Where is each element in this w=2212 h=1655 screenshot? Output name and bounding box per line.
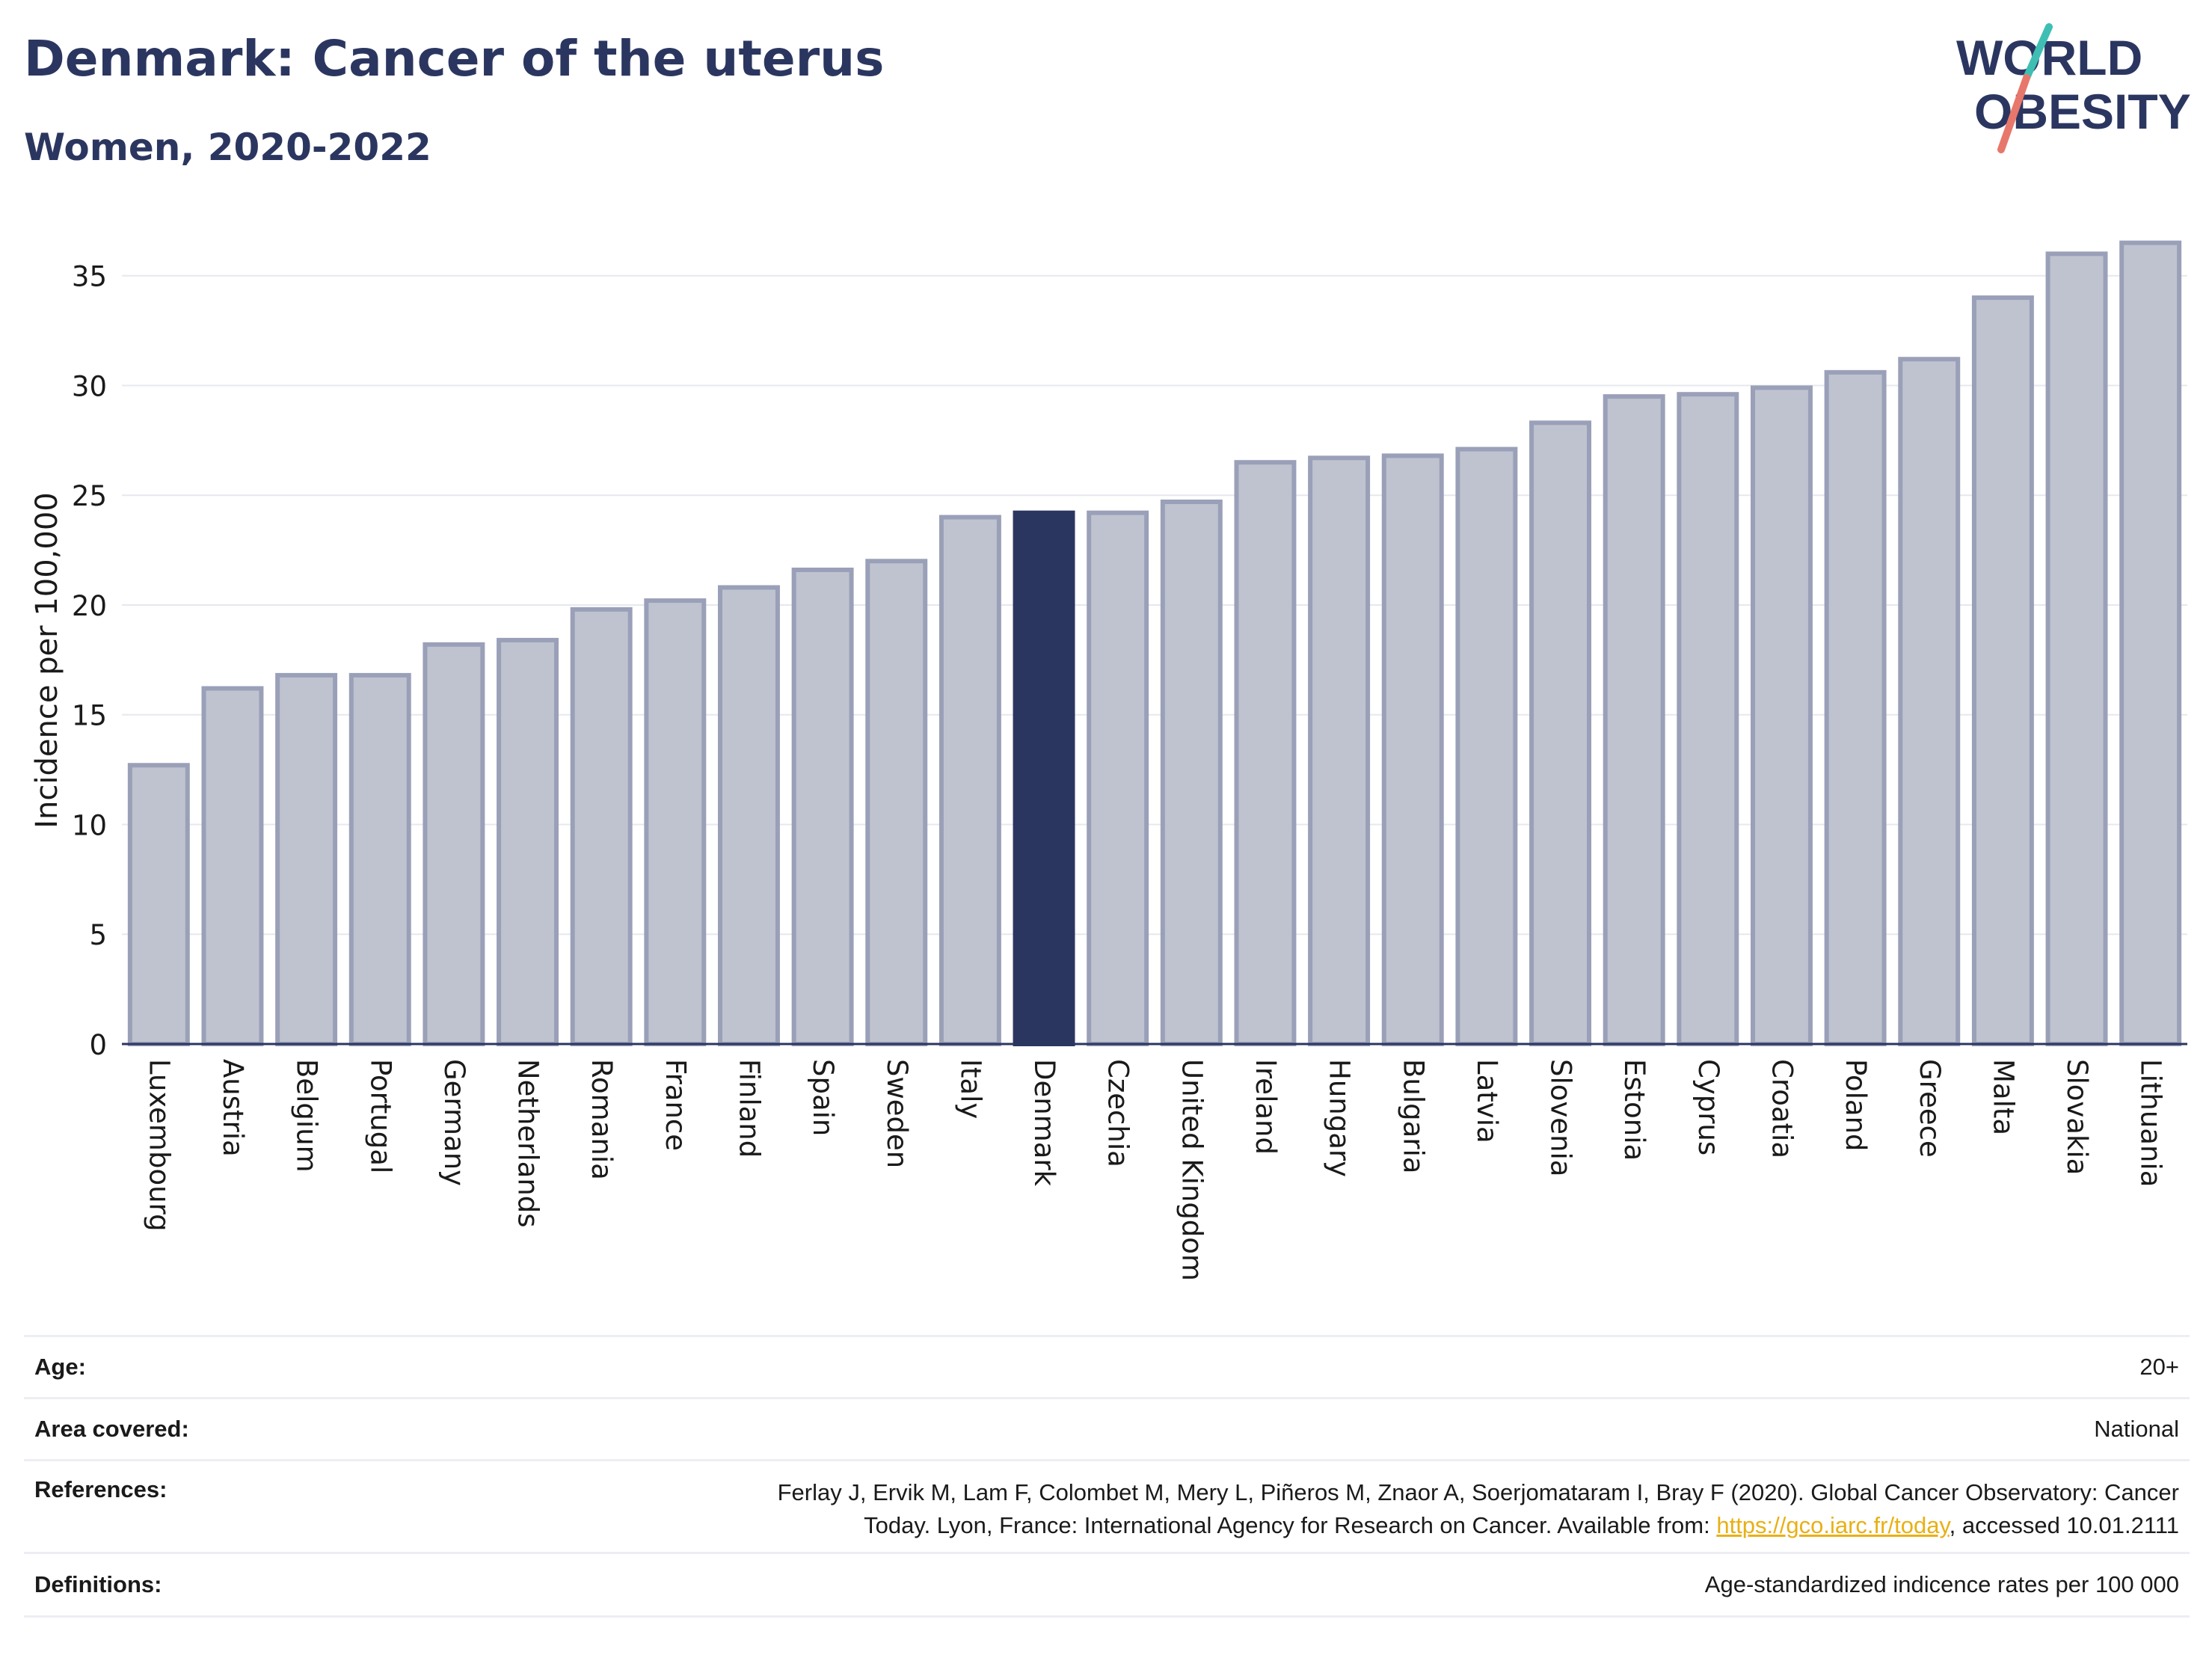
x-tick-label: United Kingdom xyxy=(1176,1059,1208,1281)
y-tick-label: 10 xyxy=(72,809,107,841)
bar-hungary xyxy=(1308,455,1371,1046)
bar-denmark xyxy=(1013,510,1075,1046)
x-tick-label: France xyxy=(660,1059,692,1151)
world-obesity-logo: WORLD OBESITY xyxy=(1956,23,2191,153)
bar-croatia xyxy=(1750,385,1813,1046)
y-tick-label: 0 xyxy=(89,1029,107,1061)
y-tick-label: 30 xyxy=(72,370,107,402)
bar-cyprus xyxy=(1677,392,1739,1046)
x-tick-label: Romania xyxy=(586,1059,618,1180)
bar-portugal xyxy=(348,672,411,1046)
footer-row-definitions: Definitions: Age-standardized indicence … xyxy=(24,1552,2190,1618)
footer-row-references: References: Ferlay J, Ervik M, Lam F, Co… xyxy=(24,1459,2190,1552)
references-text-2: Today. Lyon, France: International Agenc… xyxy=(864,1512,1717,1538)
footer-row-area: Area covered: National xyxy=(24,1397,2190,1459)
bar-estonia xyxy=(1603,394,1665,1046)
x-tick-label: Estonia xyxy=(1618,1059,1650,1161)
bar-poland xyxy=(1824,369,1887,1047)
y-tick-label: 5 xyxy=(89,919,107,951)
age-label: Age: xyxy=(34,1354,86,1380)
page-title: Denmark: Cancer of the uterus xyxy=(24,30,885,87)
bar-spain xyxy=(791,568,854,1046)
area-value: National xyxy=(2094,1416,2179,1442)
bar-slovenia xyxy=(1529,420,1592,1046)
x-tick-label: Czechia xyxy=(1102,1059,1134,1167)
bar-netherlands xyxy=(497,637,559,1046)
page-subtitle: Women, 2020-2022 xyxy=(24,126,431,169)
bar-lithuania xyxy=(2119,240,2182,1047)
y-tick-label: 20 xyxy=(72,590,107,622)
bar-bulgaria xyxy=(1381,453,1444,1046)
bar-germany xyxy=(423,642,485,1046)
x-tick-label: Sweden xyxy=(881,1059,913,1168)
x-tick-label: Luxembourg xyxy=(143,1059,175,1232)
x-tick-label: Slovenia xyxy=(1545,1059,1577,1176)
y-tick-label: 15 xyxy=(72,700,107,732)
definitions-value: Age-standardized indicence rates per 100… xyxy=(1704,1571,2179,1597)
x-tick-label: Denmark xyxy=(1028,1059,1060,1187)
x-tick-label: Spain xyxy=(807,1059,839,1136)
x-tick-label: Poland xyxy=(1840,1059,1872,1152)
bar-united-kingdom xyxy=(1160,500,1223,1046)
logo-slash-teal xyxy=(2023,23,2053,82)
footer-row-age: Age: 20+ xyxy=(24,1335,2190,1397)
bar-chart: 0 5 10 15 20 25 30 35 Incidence per 100,000 Luxem… xyxy=(30,240,2187,1281)
age-value: 20+ xyxy=(2139,1354,2179,1380)
x-tick-label: Slovakia xyxy=(2061,1059,2093,1175)
y-axis-label: Incidence per 100,000 xyxy=(30,492,64,829)
area-label: Area covered: xyxy=(34,1416,189,1442)
x-tick-label: Bulgaria xyxy=(1397,1059,1429,1173)
y-tick-label: 35 xyxy=(72,261,107,293)
bar-slovakia xyxy=(2045,251,2108,1047)
x-tick-label: Croatia xyxy=(1766,1059,1798,1158)
x-tick-label: Malta xyxy=(1987,1059,2019,1135)
x-tick-label: Netherlands xyxy=(512,1059,544,1228)
x-tick-label: Belgium xyxy=(291,1059,323,1173)
bar-luxembourg xyxy=(127,763,190,1047)
bar-france xyxy=(644,598,707,1046)
bar-italy xyxy=(938,515,1001,1046)
references-link[interactable]: https://gco.iarc.fr/today xyxy=(1716,1512,1950,1538)
bar-belgium xyxy=(275,672,338,1046)
x-tick-label: Ireland xyxy=(1250,1059,1282,1155)
references-text-3: , accessed 10.01.2111 xyxy=(1949,1512,2179,1538)
bar-sweden xyxy=(865,559,928,1046)
references-text-1: Ferlay J, Ervik M, Lam F, Colombet M, Me… xyxy=(777,1479,2179,1505)
bar-czechia xyxy=(1087,510,1149,1046)
bar-malta xyxy=(1971,295,2034,1046)
bar-greece xyxy=(1898,357,1961,1046)
x-tick-label: Italy xyxy=(954,1059,986,1119)
definitions-label: Definitions: xyxy=(34,1571,162,1597)
x-tick-label: Cyprus xyxy=(1692,1059,1724,1155)
x-tick-label: Hungary xyxy=(1324,1059,1356,1177)
bar-latvia xyxy=(1455,446,1518,1046)
x-tick-label: Portugal xyxy=(364,1059,396,1173)
chart-metadata-table: Age: 20+ Area covered: National Referenc… xyxy=(24,1335,2190,1618)
x-tick-label: Lithuania xyxy=(2135,1059,2167,1187)
references-value: Ferlay J, Ervik M, Lam F, Colombet M, Me… xyxy=(778,1476,2190,1542)
x-tick-label: Germany xyxy=(438,1059,470,1186)
bar-austria xyxy=(201,686,264,1046)
bar-finland xyxy=(717,585,780,1046)
logo-line1: WORLD xyxy=(1956,30,2142,85)
x-tick-label: Finland xyxy=(733,1059,765,1158)
x-tick-label: Latvia xyxy=(1471,1059,1503,1143)
logo-slash-coral xyxy=(1997,74,2030,153)
bar-romania xyxy=(570,607,633,1046)
x-tick-label: Austria xyxy=(217,1059,249,1157)
y-tick-label: 25 xyxy=(72,480,107,512)
references-label: References: xyxy=(34,1476,168,1502)
bar-ireland xyxy=(1234,460,1297,1046)
x-tick-label: Greece xyxy=(1914,1059,1946,1158)
